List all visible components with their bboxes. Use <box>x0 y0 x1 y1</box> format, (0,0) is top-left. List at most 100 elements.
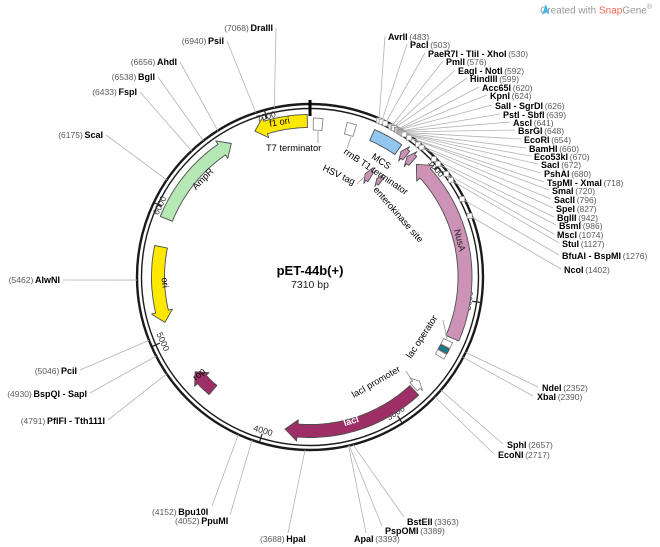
enzyme-label-PshAI[interactable]: PshAI (680) <box>544 169 591 179</box>
enzyme-label-PstI - SbfI[interactable]: PstI - SbfI (639) <box>503 110 566 120</box>
watermark-text: Created with SnapGene® <box>540 4 652 16</box>
enzyme-label-Bpu10I[interactable]: (4152) Bpu10I <box>152 507 208 517</box>
feature-nusa[interactable] <box>415 163 473 342</box>
enzyme-site-marker-BsmI <box>435 160 442 167</box>
feature-t7-terminator-box[interactable] <box>312 117 324 131</box>
feature-label-hsv-tag[interactable]: HSV tag <box>321 163 357 187</box>
enzyme-label-PpuMI[interactable]: (4052) PpuMI <box>175 516 228 526</box>
feature-laci-promoter-arrow[interactable] <box>409 377 424 392</box>
feature-small-tag-1[interactable] <box>398 146 411 162</box>
enzyme-label-AhdI[interactable]: (6656) AhdI <box>131 57 177 67</box>
enzyme-label-EagI - NotI[interactable]: EagI - NotI (592) <box>458 66 524 76</box>
enzyme-leader-BsmI <box>438 163 557 226</box>
enzyme-leader-PflFI - Tth111I <box>107 373 167 421</box>
enzyme-label-PmlI[interactable]: PmlI (576) <box>446 57 487 67</box>
feature-label-f1-ori[interactable]: f1 ori <box>268 115 290 128</box>
enzyme-label-PsiI[interactable]: (6940) PsiI <box>182 36 224 46</box>
enzyme-leader-ScaI <box>105 134 167 181</box>
enzyme-label-ApaI[interactable]: ApaI (3393) <box>354 534 400 544</box>
enzyme-label-HindIII[interactable]: HindIII (599) <box>470 74 519 84</box>
enzyme-label-BsmI[interactable]: BsmI (986) <box>559 221 603 231</box>
enzyme-label-AvrII[interactable]: AvrII (483) <box>388 32 429 42</box>
enzyme-label-SphI[interactable]: SphI (2657) <box>507 440 553 450</box>
enzyme-site-marker-PshAI <box>401 131 408 138</box>
feature-ampr[interactable] <box>159 140 232 222</box>
tick-mark-2000 <box>472 300 482 304</box>
tick-mark-7000 <box>263 109 268 119</box>
enzyme-leader-BsrGI <box>400 129 516 133</box>
enzyme-label-PaeR7I - TliI - XhoI[interactable]: PaeR7I - TliI - XhoI (530) <box>428 49 528 59</box>
enzyme-label-SmaI[interactable]: SmaI (720) <box>552 186 595 196</box>
tick-mark-5000 <box>151 342 161 348</box>
enzyme-label-BglI[interactable]: (6538) BglI <box>112 72 155 82</box>
feature-rrnb-t1-terminator-box[interactable] <box>343 121 357 137</box>
enzyme-label-Acc65I[interactable]: Acc65I (620) <box>482 83 533 93</box>
feature-rop[interactable] <box>194 371 218 396</box>
enzyme-label-KpnI[interactable]: KpnI (624) <box>490 91 532 101</box>
enzyme-label-SacII[interactable]: SacII (796) <box>554 195 597 205</box>
enzyme-label-NcoI[interactable]: NcoI (1402) <box>564 265 610 275</box>
enzyme-label-PspOMI[interactable]: PspOMI (3389) <box>385 526 445 536</box>
feature-box-right-of-lac-operator[interactable] <box>434 349 447 360</box>
enzyme-label-BamHI[interactable]: BamHI (660) <box>529 144 579 154</box>
feature-label-enterokinase-site[interactable]: enterokinase site <box>371 185 425 245</box>
watermark-brand-gene: Gene <box>622 5 647 17</box>
enzyme-leader-DraIII <box>273 27 277 108</box>
enzyme-label-SalI - SgrDI[interactable]: SalI - SgrDI (626) <box>495 101 565 111</box>
enzyme-leader-BfuAI - BspMI <box>461 198 560 256</box>
enzyme-site-marker-BglII <box>430 156 437 162</box>
enzyme-label-PflFI - Tth111I[interactable]: (4791) PflFI - Tth111I <box>21 416 105 426</box>
enzyme-site-marker-BfuAI - BspMI <box>459 196 466 202</box>
feature-mcs[interactable] <box>369 129 403 155</box>
enzyme-label-StuI[interactable]: StuI (1127) <box>562 239 605 249</box>
enzyme-label-BspQI - SapI[interactable]: (4930) BspQI - SapI <box>7 389 87 399</box>
enzyme-label-BsrGI[interactable]: BsrGI (648) <box>518 126 564 136</box>
enzyme-label-XbaI[interactable]: XbaI (2390) <box>537 392 582 402</box>
enzyme-label-HpaI[interactable]: (3688) HpaI <box>260 534 306 544</box>
feature-small-tag-2[interactable] <box>403 151 418 168</box>
feature-f1-ori[interactable] <box>254 114 308 139</box>
enzyme-label-BstEII[interactable]: BstEII (3363) <box>407 517 459 527</box>
enzyme-leader-PmlI <box>390 60 444 127</box>
enzyme-label-PciI[interactable]: (5046) PciI <box>35 366 77 376</box>
enzyme-label-BfuAI - BspMI[interactable]: BfuAI - BspMI (1276) <box>562 251 647 261</box>
enzyme-label-TspMI - XmaI[interactable]: TspMI - XmaI (718) <box>547 178 624 188</box>
feature-label-lac-operator[interactable]: lac operator <box>404 313 439 360</box>
enzyme-leader-ApaI <box>348 445 367 534</box>
feature-lac-operator-box[interactable] <box>437 344 450 355</box>
enzyme-label-NdeI[interactable]: NdeI (2352) <box>542 383 588 393</box>
feature-label-ori[interactable]: ori <box>159 277 170 288</box>
feature-label-laci-promoter[interactable]: lacI promoter <box>350 364 402 400</box>
enzyme-label-SpeI[interactable]: SpeI (827) <box>556 204 597 214</box>
enzyme-label-MscI[interactable]: MscI (1074) <box>557 230 603 240</box>
enzyme-leader-KpnI <box>397 94 488 131</box>
watermark-registered: ® <box>646 4 652 11</box>
enzyme-leader-EagI - NotI <box>393 69 456 128</box>
enzyme-leader-HindIII <box>393 77 468 129</box>
feature-laci[interactable] <box>284 385 420 442</box>
enzyme-label-AscI[interactable]: AscI (641) <box>513 118 554 128</box>
enzyme-label-SacI[interactable]: SacI (672) <box>541 160 581 170</box>
watermark-brand-snap: Snap <box>599 5 623 17</box>
feature-label-leader-laci-promoter <box>405 370 414 383</box>
feature-label-laci[interactable]: lacI <box>342 414 360 428</box>
enzyme-label-AlwNI[interactable]: (5462) AlwNI <box>9 275 60 285</box>
enzyme-label-EcoRI[interactable]: EcoRI (654) <box>524 135 571 145</box>
feature-box-left-of-lac-operator[interactable] <box>440 338 454 349</box>
enzyme-label-PacI[interactable]: PacI (503) <box>410 40 450 50</box>
feature-label-leader-lac-operator <box>442 319 448 340</box>
feature-ori[interactable] <box>151 245 173 323</box>
enzyme-label-FspI[interactable]: (6433) FspI <box>92 87 137 97</box>
snapgene-watermark: Created with SnapGene® <box>540 4 652 16</box>
feature-label-t7-terminator[interactable]: T7 terminator <box>266 143 321 153</box>
enzyme-site-marker-SmaI <box>406 134 413 141</box>
enzyme-label-EcoNI[interactable]: EcoNI (2717) <box>498 450 550 460</box>
enzyme-leader-BglI <box>157 76 204 141</box>
enzyme-label-ScaI[interactable]: (6175) ScaI <box>58 130 103 140</box>
enzyme-leader-SmaI <box>409 137 550 191</box>
enzyme-label-BglII[interactable]: BglII (942) <box>557 213 598 223</box>
enzyme-label-Eco53kI[interactable]: Eco53kI (670) <box>534 152 590 162</box>
feature-hsv-tag-arrow[interactable] <box>363 167 375 184</box>
enzyme-label-DraIII[interactable]: (7068) DraIII <box>224 23 273 33</box>
